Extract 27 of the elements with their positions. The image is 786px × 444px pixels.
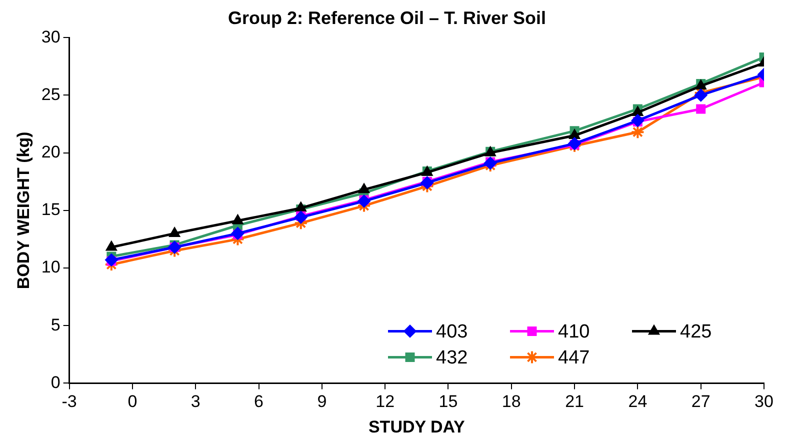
legend-label: 447 — [558, 347, 590, 368]
x-tick-label: 9 — [317, 392, 327, 412]
y-tick-label: 0 — [50, 372, 60, 392]
x-axis-title: STUDY DAY — [368, 417, 466, 436]
x-tick-label: 6 — [254, 392, 264, 412]
y-tick-label: 30 — [41, 27, 60, 46]
chart-title: Group 2: Reference Oil – T. River Soil — [228, 8, 546, 28]
x-tick-label: 27 — [691, 392, 710, 412]
x-tick-label: 15 — [438, 392, 458, 412]
legend-label: 432 — [436, 347, 468, 368]
x-tick-label: 0 — [128, 392, 138, 412]
x-tick-label: 30 — [754, 392, 774, 412]
y-tick-label: 15 — [41, 200, 60, 220]
legend-label: 410 — [558, 321, 590, 342]
legend-label: 403 — [436, 321, 468, 342]
y-tick-label: 5 — [50, 315, 60, 334]
x-tick-label: 21 — [565, 392, 584, 412]
y-tick-label: 25 — [41, 84, 60, 104]
x-tick-label: -3 — [62, 392, 77, 412]
y-tick-label: 20 — [41, 142, 60, 162]
x-tick-label: 12 — [376, 392, 395, 412]
y-tick-label: 10 — [41, 258, 60, 277]
legend-label: 425 — [680, 321, 712, 342]
y-axis-title: BODY WEIGHT (kg) — [14, 132, 33, 290]
x-tick-label: 18 — [502, 392, 521, 412]
x-tick-label: 3 — [190, 392, 200, 412]
x-tick-label: 24 — [628, 392, 648, 412]
